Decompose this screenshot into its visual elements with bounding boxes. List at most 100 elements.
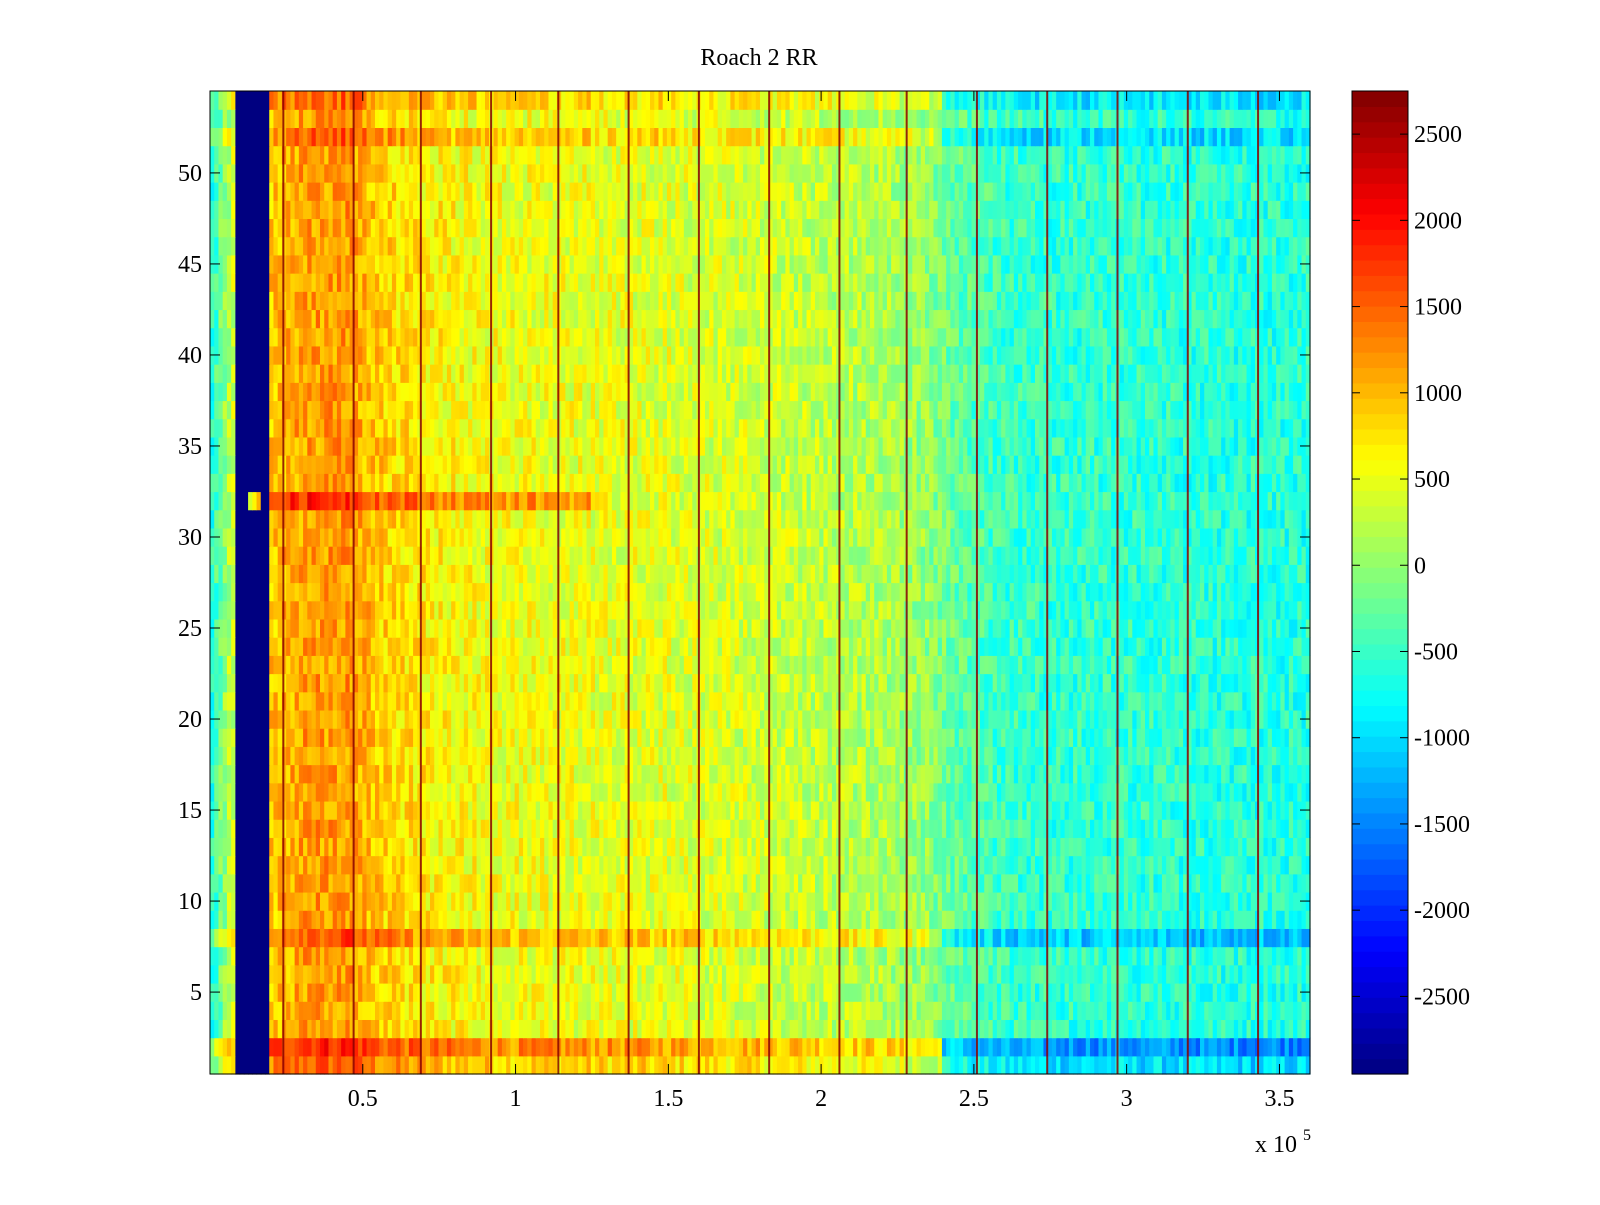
heatmap-cell — [607, 1037, 613, 1057]
heatmap-cell — [218, 1055, 224, 1075]
heatmap-cell — [1098, 1055, 1104, 1075]
heatmap-cell — [1271, 1001, 1277, 1020]
heatmap-cell — [721, 910, 727, 929]
heatmap-cell — [248, 928, 253, 948]
heatmap-cell — [1081, 1037, 1087, 1057]
heatmap-cell — [1187, 800, 1193, 820]
heatmap-cell — [590, 1055, 596, 1075]
heatmap-cell — [468, 837, 473, 857]
heatmap-cell — [891, 946, 896, 966]
heatmap-cell — [1305, 1037, 1311, 1057]
heatmap-cell — [865, 800, 871, 820]
heatmap-cell — [616, 982, 621, 1002]
heatmap-cell — [391, 964, 397, 984]
heatmap-cell — [434, 1019, 440, 1039]
heatmap-cell — [1073, 837, 1078, 857]
heatmap-cell — [1288, 800, 1294, 820]
heatmap-cell — [755, 873, 761, 893]
heatmap-cell — [675, 946, 681, 966]
heatmap-cell — [645, 1037, 651, 1057]
heatmap-cell — [1060, 891, 1066, 911]
heatmap-cell — [1174, 910, 1180, 929]
heatmap-cell — [320, 982, 325, 1002]
heatmap-cell — [1288, 873, 1294, 893]
heatmap-cell — [705, 855, 710, 875]
heatmap-cell — [768, 837, 774, 857]
heatmap-cell — [430, 964, 435, 984]
heatmap-cell — [421, 819, 427, 838]
heatmap-cell — [1047, 855, 1053, 875]
heatmap-cell — [1305, 1055, 1311, 1075]
heatmap-cell — [616, 1001, 621, 1020]
heatmap-cell — [650, 819, 655, 838]
heatmap-cell — [1293, 800, 1298, 820]
heatmap-cell — [1225, 946, 1231, 966]
heatmap-cell — [844, 982, 850, 1002]
heatmap-cell — [277, 746, 283, 766]
heatmap-cell — [1018, 946, 1023, 966]
heatmap-cell — [281, 1055, 287, 1075]
heatmap-cell — [248, 1055, 253, 1075]
heatmap-cell — [1149, 746, 1155, 766]
heatmap-cell — [1001, 1037, 1006, 1057]
heatmap-cell — [1111, 946, 1116, 966]
heatmap-cell — [375, 910, 380, 929]
heatmap-cell — [929, 782, 935, 802]
heatmap-cell — [1216, 1019, 1222, 1039]
heatmap-cell — [929, 1019, 935, 1039]
heatmap-cell — [607, 746, 613, 766]
heatmap-cell — [1195, 964, 1201, 984]
heatmap-cell — [789, 819, 795, 838]
heatmap-cell — [996, 891, 1002, 911]
heatmap-cell — [908, 1055, 913, 1075]
heatmap-cell — [785, 855, 791, 875]
heatmap-cell — [958, 782, 964, 802]
heatmap-cell — [1263, 964, 1269, 984]
heatmap-cell — [281, 1037, 287, 1057]
heatmap-cell — [315, 928, 321, 948]
heatmap-cell — [675, 891, 681, 911]
heatmap-cell — [239, 1001, 245, 1020]
heatmap-cell — [806, 982, 812, 1002]
heatmap-cell — [853, 800, 858, 820]
heatmap-cell — [650, 855, 655, 875]
heatmap-cell — [349, 837, 355, 857]
heatmap-cell — [886, 728, 892, 747]
heatmap-cell — [1191, 837, 1197, 857]
heatmap-cell — [941, 800, 947, 820]
heatmap-cell — [1128, 946, 1133, 966]
heatmap-cell — [1221, 982, 1226, 1002]
heatmap-cell — [1267, 928, 1273, 948]
heatmap-cell — [1212, 891, 1218, 911]
heatmap-cell — [552, 964, 558, 984]
heatmap-cell — [281, 782, 287, 802]
heatmap-cell — [531, 910, 537, 929]
heatmap-cell — [222, 709, 228, 729]
heatmap-cell — [709, 764, 715, 784]
heatmap-cell — [641, 946, 647, 966]
heatmap-cell — [992, 928, 998, 948]
heatmap-cell — [235, 891, 241, 911]
heatmap-cell — [1013, 1019, 1019, 1039]
heatmap-cell — [1013, 964, 1019, 984]
heatmap-cell — [705, 1019, 710, 1039]
heatmap-cell — [1047, 1019, 1053, 1039]
heatmap-cell — [362, 728, 368, 747]
heatmap-cell — [848, 782, 854, 802]
heatmap-cell — [776, 800, 782, 820]
heatmap-cell — [548, 928, 554, 948]
heatmap-cell — [637, 946, 643, 966]
heatmap-cell — [527, 1019, 533, 1039]
heatmap-cell — [946, 891, 951, 911]
heatmap-cell — [937, 764, 943, 784]
heatmap-cell — [637, 1001, 643, 1020]
heatmap-cell — [705, 1001, 710, 1020]
heatmap-cell — [713, 910, 719, 929]
heatmap-cell — [535, 764, 541, 784]
heatmap-cell — [1178, 782, 1184, 802]
heatmap-cell — [789, 728, 795, 747]
heatmap-cell — [755, 800, 761, 820]
heatmap-cell — [1297, 946, 1303, 966]
heatmap-cell — [1187, 1037, 1193, 1057]
heatmap-cell — [958, 819, 964, 838]
